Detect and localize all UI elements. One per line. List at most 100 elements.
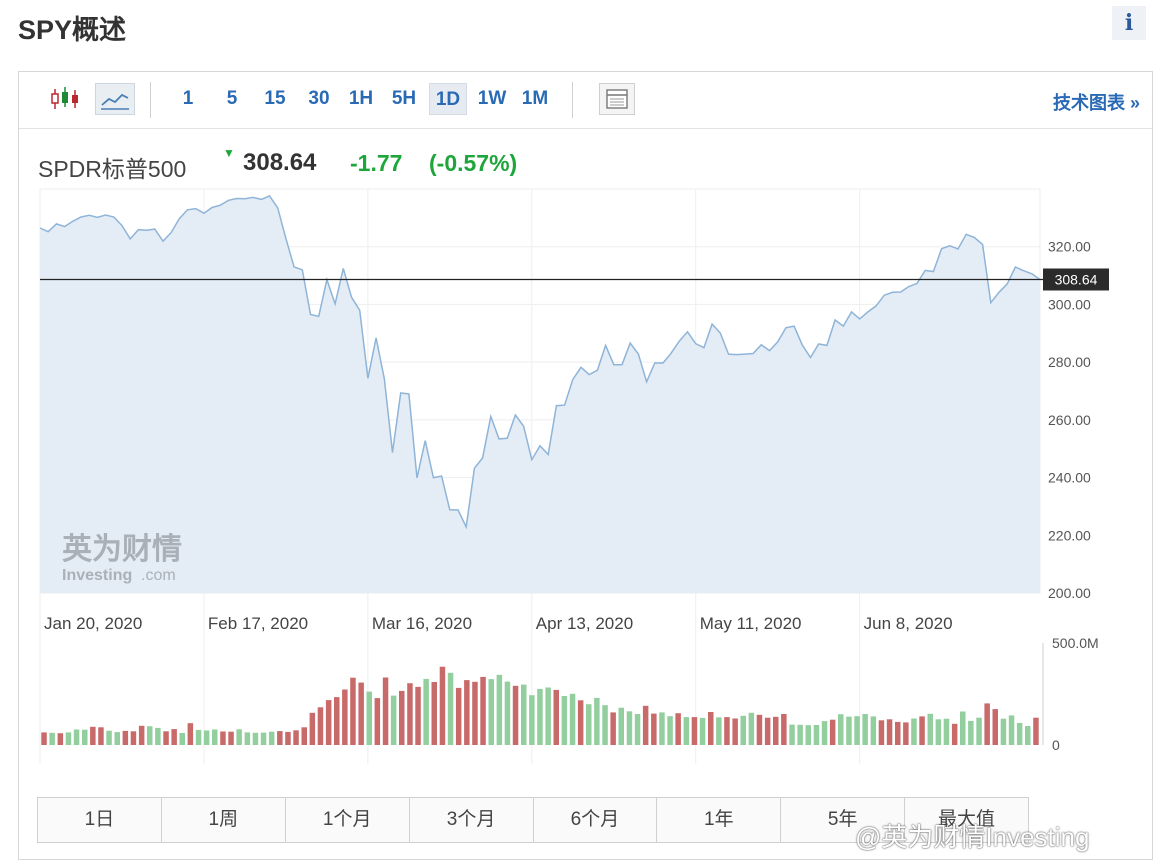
volume-bar [504,681,511,745]
volume-chart [41,666,1039,745]
volume-bar [1033,717,1039,745]
interval-5[interactable]: 5 [226,88,238,109]
volume-bar [935,719,942,745]
volume-bar [724,717,730,745]
volume-bar [537,688,543,745]
watermark: @英为财情Investing [855,822,1090,852]
volume-bar [919,716,925,745]
x-tick-label: May 11, 2020 [700,614,802,633]
volume-bar [57,733,64,745]
volume-bar [642,705,649,745]
volume-bar [529,695,535,745]
volume-bar [553,689,559,745]
interval-30[interactable]: 30 [308,88,330,109]
range-3m[interactable]: 3个月 [409,798,534,842]
volume-bar [699,717,706,745]
volume-bar [317,707,324,745]
volume-bar [943,718,950,745]
range-1w[interactable]: 1周 [161,798,286,842]
volume-tick-label: 0 [1052,737,1060,753]
volume-bar [895,721,901,745]
volume-bar [683,717,690,745]
volume-bar [399,690,405,745]
x-tick-label: Jan 20, 2020 [44,614,142,633]
volume-bar [577,700,584,745]
info-icon[interactable]: i [1112,6,1146,40]
table-icon[interactable] [599,83,635,115]
volume-bar [431,682,437,745]
svg-text:.com: .com [141,567,176,584]
volume-bar [813,725,820,745]
range-1m[interactable]: 1个月 [285,798,410,842]
down-arrow-icon: ▼ [223,146,235,160]
volume-bar [521,684,527,745]
volume-bar [862,714,868,745]
volume-bar [228,731,234,745]
volume-bar [960,711,966,745]
interval-15[interactable]: 15 [264,88,286,109]
volume-bar [903,722,909,745]
interval-5h[interactable]: 5H [391,88,417,109]
volume-bar [951,723,958,745]
volume-axis: 0 500.0M [1042,635,1099,753]
volume-bar [423,678,429,745]
volume-bar [561,696,568,745]
range-selector: 1日 1周 1个月 3个月 6个月 1年 5年 最大值 [37,797,1029,843]
interval-1d[interactable]: 1D [429,83,467,115]
volume-bar [659,712,665,745]
volume-bar [236,729,242,745]
volume-bar [488,679,494,745]
volume-bar [106,730,112,745]
volume-bar [854,716,860,745]
volume-bar [407,683,413,745]
volume-bar [203,730,210,745]
volume-bar [708,712,714,745]
volume-bar [212,729,218,745]
y-tick-label: 320.00 [1048,239,1091,255]
range-max[interactable]: 最大值 [905,798,1028,842]
range-5y[interactable]: 5年 [781,798,906,842]
volume-bar [325,700,332,745]
volume-bar [195,729,202,745]
interval-1[interactable]: 1 [182,88,194,109]
range-1d[interactable]: 1日 [38,798,162,842]
volume-bar [878,720,885,745]
volume-bar [260,732,267,745]
interval-1m[interactable]: 1M [521,88,549,109]
volume-bar [334,697,340,745]
volume-bar [138,725,145,745]
y-axis: 200.00 220.00 240.00 260.00 280.00 300.00 320.… [1048,239,1091,601]
volume-bar [927,713,933,745]
range-6m[interactable]: 6个月 [533,798,658,842]
volume-bar [512,685,519,745]
volume-bar [829,719,836,745]
price-chart[interactable]: 英为财情 Investing .com 308.64 200.00220.002… [19,72,1152,792]
line-chart-icon[interactable] [95,83,135,115]
volume-bar [358,682,364,745]
volume-bar [594,697,600,745]
current-price-marker: 308.64 [40,268,1109,291]
volume-bar [1008,715,1015,745]
x-axis: Jan 20, 2020 Feb 17, 2020 Mar 16, 2020 Apr … [44,614,953,633]
volume-bar [569,693,576,745]
volume-bar [634,714,641,745]
volume-bar [480,676,486,745]
volume-bar [992,709,998,745]
interval-1h[interactable]: 1H [348,88,374,109]
range-1y[interactable]: 1年 [657,798,782,842]
volume-bar [41,732,47,745]
volume-bar [382,677,389,745]
technical-chart-link[interactable]: 技术图表 » [1052,93,1140,113]
volume-bar [764,717,771,745]
interval-1w[interactable]: 1W [477,88,507,109]
volume-bar [1000,718,1007,745]
volume-bar [252,732,259,745]
candlestick-icon[interactable] [47,83,83,115]
toolbar-divider [150,82,151,118]
chart-widget: 1 5 15 30 1H 5H 1D 1W 1M 技术图表 » SPDR标普50… [18,71,1153,860]
volume-bar [821,721,828,745]
volume-bar [911,718,917,745]
y-tick-label: 260.00 [1048,412,1091,428]
volume-bar [602,705,608,745]
volume-bar [846,716,852,745]
